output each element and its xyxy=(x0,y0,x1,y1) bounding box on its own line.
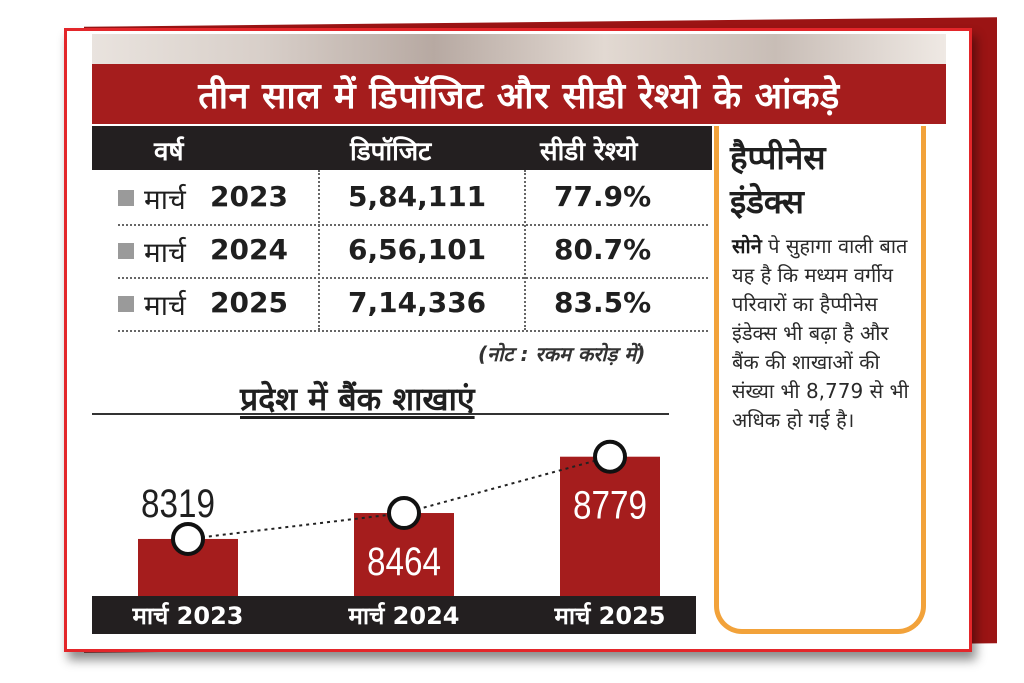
table-row: मार्च 2024 6,56,101 80.7% xyxy=(118,225,708,279)
row-cd-ratio: 83.5% xyxy=(554,286,652,319)
table-row: मार्च 2023 5,84,111 77.9% xyxy=(118,172,708,226)
sidebar-title: हैप्पीनेस इंडेक्स xyxy=(730,136,920,224)
table-note: (नोट : रकम करोड़ में) xyxy=(478,342,646,366)
sidebar-body: पे सुहागा वाली बात यह है कि मध्यम वर्गीय… xyxy=(732,234,909,432)
header-deposit: डिपॉजिट xyxy=(350,137,432,167)
category-axis-band xyxy=(92,596,696,634)
value-label-2: 8779 xyxy=(573,484,647,528)
category-label-2: मार्च 2025 xyxy=(554,602,666,630)
sidebar-title-line2: इंडेक्स xyxy=(730,182,804,221)
category-label-0: मार्च 2023 xyxy=(132,602,244,630)
column-divider xyxy=(524,170,526,330)
chart-title-rule xyxy=(92,413,669,415)
page-title: तीन साल में डिपॉजिट और सीडी रेश्यो के आं… xyxy=(92,64,946,124)
bar-chart: 8319 8464 8779 मार्च 2023 मार्च 2024 मार्च 2… xyxy=(92,439,696,634)
marker-1 xyxy=(387,496,421,531)
chart-title: प्रदेश में बैंक शाखाएं xyxy=(240,380,475,418)
sidebar-box xyxy=(714,126,926,634)
bar-2 xyxy=(560,456,660,596)
row-cd-ratio: 77.9% xyxy=(554,180,652,213)
row-deposit: 5,84,111 xyxy=(348,180,487,213)
row-deposit: 7,14,336 xyxy=(348,286,487,319)
marker-2 xyxy=(593,439,627,474)
row-year-word: मार्च xyxy=(144,236,186,269)
row-cd-ratio: 80.7% xyxy=(554,233,652,266)
row-year-num: 2023 xyxy=(210,180,288,213)
table-header: वर्ष डिपॉजिट सीडी रेश्यो xyxy=(92,126,712,170)
row-year-num: 2024 xyxy=(210,233,288,266)
row-deposit: 6,56,101 xyxy=(348,233,487,266)
sidebar-lead: सोने xyxy=(732,234,762,258)
bullet-square-icon xyxy=(118,296,134,312)
column-divider xyxy=(318,170,320,330)
value-label-1: 8464 xyxy=(367,540,441,584)
bullet-square-icon xyxy=(118,190,134,206)
sidebar-text: सोने पे सुहागा वाली बात यह है कि मध्यम व… xyxy=(732,232,918,435)
value-label-0: 8319 xyxy=(141,482,215,526)
row-year-word: मार्च xyxy=(144,289,186,322)
category-label-1: मार्च 2024 xyxy=(348,602,460,630)
header-year: वर्ष xyxy=(154,137,184,167)
bullet-square-icon xyxy=(118,243,134,259)
row-year-word: मार्च xyxy=(144,183,186,216)
table-row: मार्च 2025 7,14,336 83.5% xyxy=(118,278,708,332)
marker-0 xyxy=(171,521,205,556)
row-year-num: 2025 xyxy=(210,286,288,319)
header-cd-ratio: सीडी रेश्यो xyxy=(540,137,638,167)
photo-strip xyxy=(92,34,946,64)
sidebar-title-line1: हैप्पीनेस xyxy=(730,138,826,177)
